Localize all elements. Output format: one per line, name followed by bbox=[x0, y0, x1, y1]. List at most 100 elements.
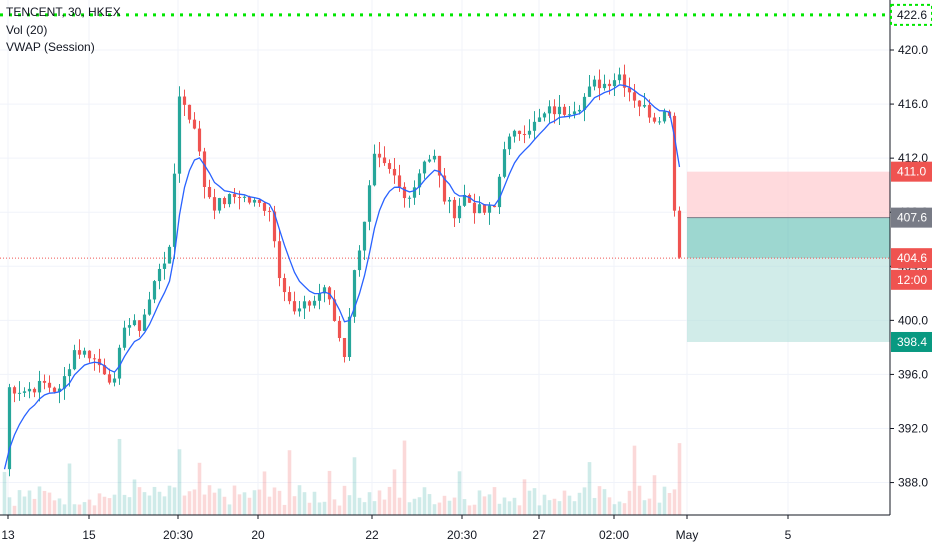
volume-bar bbox=[267, 496, 272, 515]
vwap-path bbox=[3, 84, 681, 470]
volume-bar bbox=[332, 499, 337, 515]
y-tick-label: 388.0 bbox=[898, 476, 928, 490]
candle-body bbox=[602, 83, 607, 89]
candle-body bbox=[662, 111, 667, 122]
volume-bar bbox=[112, 494, 117, 515]
candle-body bbox=[177, 96, 182, 174]
y-tick-label: 400.0 bbox=[898, 313, 928, 327]
price-badge bbox=[890, 3, 932, 26]
candle-body bbox=[312, 300, 317, 306]
volume-bar bbox=[572, 501, 577, 515]
candle-body bbox=[472, 202, 477, 214]
volume-bar bbox=[372, 501, 377, 515]
candle-body bbox=[382, 157, 387, 164]
candle-body bbox=[147, 299, 152, 315]
volume-bar bbox=[67, 463, 72, 515]
volume-bar bbox=[382, 499, 387, 515]
candle-body bbox=[317, 293, 322, 301]
volume-bar bbox=[447, 500, 452, 515]
candle-body bbox=[257, 199, 262, 203]
volume-bar bbox=[647, 498, 652, 515]
volume-bar bbox=[492, 487, 497, 515]
price-badge bbox=[891, 248, 932, 269]
volume-bar bbox=[47, 492, 52, 515]
price-badge bbox=[891, 331, 932, 352]
volume-bar bbox=[272, 487, 277, 515]
volume-bar bbox=[142, 492, 147, 515]
volume-bar bbox=[607, 497, 612, 515]
time-axis-bg bbox=[0, 515, 932, 550]
candle-body bbox=[547, 106, 552, 114]
candle-body bbox=[557, 106, 562, 115]
volume-bar bbox=[407, 502, 412, 515]
volume-indicator-label[interactable]: Vol (20) bbox=[6, 22, 48, 37]
candle-body bbox=[647, 105, 652, 118]
candle-body bbox=[407, 197, 412, 199]
vwap-indicator-label[interactable]: VWAP (Session) bbox=[6, 40, 95, 54]
candle-body bbox=[627, 87, 632, 93]
volume-bar bbox=[152, 486, 157, 515]
candle-body bbox=[592, 79, 597, 87]
candle-body bbox=[372, 153, 377, 186]
volume-bar bbox=[517, 505, 522, 515]
volume-bar bbox=[17, 490, 22, 515]
candle-body bbox=[337, 320, 342, 338]
volume-bar bbox=[32, 498, 37, 515]
volume-bar bbox=[167, 485, 172, 515]
volume-bar bbox=[307, 502, 312, 515]
candle-body bbox=[617, 74, 622, 81]
candle-body bbox=[517, 130, 522, 134]
candle-body bbox=[302, 301, 307, 309]
volume-bar bbox=[187, 491, 192, 515]
candle-body bbox=[127, 325, 132, 328]
volume-bar bbox=[107, 498, 112, 515]
volume-bar bbox=[37, 486, 42, 515]
volume-bar bbox=[97, 493, 102, 515]
candle-body bbox=[52, 387, 57, 392]
candle-body bbox=[57, 388, 62, 392]
candle-body bbox=[492, 205, 497, 208]
y-tick-label: 416.0 bbox=[898, 97, 928, 111]
candle-body bbox=[417, 173, 422, 188]
volume-bar bbox=[232, 485, 237, 515]
volume-bar bbox=[467, 505, 472, 515]
long-position-tool[interactable] bbox=[687, 171, 890, 342]
volume-bar bbox=[177, 449, 182, 515]
y-tick-label: 392.0 bbox=[898, 421, 928, 435]
volume-bar bbox=[507, 501, 512, 515]
candle-body bbox=[207, 186, 212, 198]
candle-body bbox=[632, 92, 637, 101]
volume-bar bbox=[662, 486, 667, 515]
volume-bar bbox=[602, 489, 607, 515]
volume-bar bbox=[532, 488, 537, 515]
candle-body bbox=[17, 392, 22, 394]
candle-body bbox=[652, 117, 657, 122]
symbol-title[interactable]: TENCENT, 30, HKEX bbox=[6, 5, 121, 19]
volume-bar bbox=[192, 489, 197, 515]
volume-bar bbox=[182, 495, 187, 515]
candle-body bbox=[222, 198, 227, 205]
x-tick-label: 02:00 bbox=[599, 528, 629, 542]
candle-body bbox=[287, 292, 292, 302]
volume-bar bbox=[527, 490, 532, 515]
price-badge bbox=[891, 207, 932, 228]
candle-body bbox=[237, 197, 242, 199]
y-tick-label: 420.0 bbox=[898, 43, 928, 57]
x-tick-label: 13 bbox=[1, 528, 15, 542]
volume-bar bbox=[22, 496, 27, 515]
candle-body bbox=[322, 287, 327, 294]
candle-body bbox=[572, 111, 577, 115]
candle-body bbox=[442, 175, 447, 202]
candle-body bbox=[412, 187, 417, 198]
candle-body bbox=[677, 210, 682, 258]
volume-bar bbox=[242, 492, 247, 515]
candle-body bbox=[82, 350, 87, 355]
candle-body bbox=[107, 374, 112, 383]
volume-bar bbox=[542, 494, 547, 515]
candle-body bbox=[607, 83, 612, 87]
volume-bar bbox=[387, 486, 392, 515]
candle-body bbox=[427, 159, 432, 162]
candle-body bbox=[422, 161, 427, 174]
candle-body bbox=[137, 320, 142, 331]
